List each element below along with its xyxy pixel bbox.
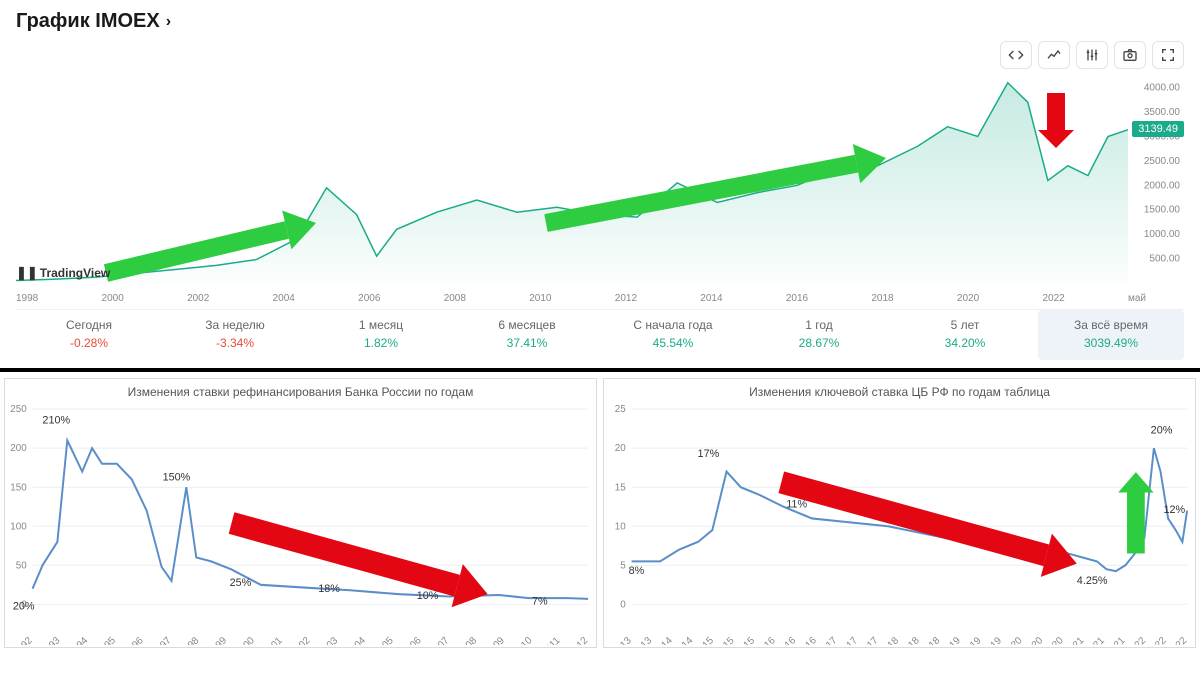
svg-text:2500.00: 2500.00 bbox=[1144, 156, 1181, 167]
svg-text:50: 50 bbox=[16, 560, 27, 571]
code-button[interactable] bbox=[1000, 41, 1032, 69]
svg-text:01.01.1992: 01.01.1992 bbox=[5, 635, 35, 645]
camera-button[interactable] bbox=[1114, 41, 1146, 69]
fullscreen-button[interactable] bbox=[1152, 41, 1184, 69]
svg-text:500.00: 500.00 bbox=[1149, 254, 1180, 265]
period-label: 5 лет bbox=[896, 318, 1034, 332]
period-Сегодня[interactable]: Сегодня -0.28% bbox=[16, 310, 162, 360]
svg-text:4.25%: 4.25% bbox=[1077, 575, 1108, 587]
svg-text:май: май bbox=[1128, 293, 1146, 303]
period-За неделю[interactable]: За неделю -3.34% bbox=[162, 310, 308, 360]
page-title-row[interactable]: График IMOEX › bbox=[16, 10, 1184, 33]
svg-text:7%: 7% bbox=[532, 595, 548, 607]
svg-text:10%: 10% bbox=[417, 590, 439, 602]
period-selector: Сегодня -0.28% За неделю -3.34% 1 месяц 1.82%… bbox=[16, 309, 1184, 360]
period-value: 45.54% bbox=[653, 336, 694, 350]
svg-text:210%: 210% bbox=[42, 414, 70, 426]
svg-text:15: 15 bbox=[615, 482, 626, 493]
svg-text:200: 200 bbox=[10, 443, 27, 454]
indicators-button[interactable] bbox=[1076, 41, 1108, 69]
svg-text:1998: 1998 bbox=[16, 293, 39, 303]
svg-text:25: 25 bbox=[615, 404, 626, 415]
chart-type-button[interactable] bbox=[1038, 41, 1070, 69]
tradingview-logo: ❚❚TradingView bbox=[16, 265, 110, 281]
svg-text:1500.00: 1500.00 bbox=[1144, 205, 1181, 216]
bottom-charts-row: Изменения ставки рефинансирования Банка … bbox=[0, 372, 1200, 654]
period-label: 1 месяц bbox=[312, 318, 450, 332]
svg-text:20%: 20% bbox=[1151, 424, 1173, 436]
svg-text:2016: 2016 bbox=[786, 293, 809, 303]
svg-text:150: 150 bbox=[10, 482, 27, 493]
period-С начала года[interactable]: С начала года 45.54% bbox=[600, 310, 746, 360]
svg-text:100: 100 bbox=[10, 521, 27, 532]
main-chart-container[interactable]: 500.001000.001500.002000.002500.003000.0… bbox=[16, 73, 1184, 303]
refinancing-rate-chart: Изменения ставки рефинансирования Банка … bbox=[4, 378, 597, 648]
svg-text:2020: 2020 bbox=[957, 293, 980, 303]
page-title: График IMOEX bbox=[16, 10, 160, 33]
period-label: 6 месяцев bbox=[458, 318, 596, 332]
period-value: 28.67% bbox=[799, 336, 840, 350]
period-1 месяц[interactable]: 1 месяц 1.82% bbox=[308, 310, 454, 360]
period-value: 34.20% bbox=[945, 336, 986, 350]
svg-text:5: 5 bbox=[620, 560, 626, 571]
svg-text:25%: 25% bbox=[230, 577, 252, 589]
svg-text:2000.00: 2000.00 bbox=[1144, 180, 1181, 191]
period-1 год[interactable]: 1 год 28.67% bbox=[746, 310, 892, 360]
period-label: За всё время bbox=[1042, 318, 1180, 332]
current-price-badge: 3139.49 bbox=[1132, 121, 1184, 137]
left-chart-svg: 05010015020025001.01.199201.01.199301.01… bbox=[5, 401, 596, 645]
period-value: -3.34% bbox=[216, 336, 254, 350]
svg-text:2008: 2008 bbox=[444, 293, 467, 303]
period-5 лет[interactable]: 5 лет 34.20% bbox=[892, 310, 1038, 360]
right-chart-svg: 051015202501.09.201301.12.201301.06.2014… bbox=[604, 401, 1195, 645]
period-value: -0.28% bbox=[70, 336, 108, 350]
svg-text:2014: 2014 bbox=[700, 293, 723, 303]
svg-text:0: 0 bbox=[620, 599, 626, 610]
period-value: 1.82% bbox=[364, 336, 398, 350]
svg-text:20: 20 bbox=[615, 443, 626, 454]
period-label: 1 год bbox=[750, 318, 888, 332]
svg-text:2010: 2010 bbox=[529, 293, 552, 303]
svg-text:20%: 20% bbox=[13, 600, 35, 612]
chart-title: Изменения ключевой ставка ЦБ РФ по годам… bbox=[604, 379, 1195, 401]
period-label: С начала года bbox=[604, 318, 742, 332]
svg-text:2006: 2006 bbox=[358, 293, 381, 303]
svg-text:17%: 17% bbox=[698, 448, 720, 460]
period-6 месяцев[interactable]: 6 месяцев 37.41% bbox=[454, 310, 600, 360]
chevron-right-icon: › bbox=[166, 13, 171, 31]
chart-title: Изменения ставки рефинансирования Банка … bbox=[5, 379, 596, 401]
period-value: 37.41% bbox=[507, 336, 548, 350]
key-rate-chart: Изменения ключевой ставка ЦБ РФ по годам… bbox=[603, 378, 1196, 648]
svg-text:2012: 2012 bbox=[615, 293, 638, 303]
period-label: За неделю bbox=[166, 318, 304, 332]
svg-text:250: 250 bbox=[10, 404, 27, 415]
period-label: Сегодня bbox=[20, 318, 158, 332]
svg-text:2000: 2000 bbox=[102, 293, 125, 303]
svg-text:11%: 11% bbox=[786, 499, 807, 511]
svg-text:150%: 150% bbox=[163, 471, 191, 483]
main-chart-svg: 500.001000.001500.002000.002500.003000.0… bbox=[16, 73, 1184, 303]
period-value: 3039.49% bbox=[1084, 336, 1138, 350]
svg-text:10: 10 bbox=[615, 521, 626, 532]
period-За всё время[interactable]: За всё время 3039.49% bbox=[1038, 310, 1184, 360]
svg-text:4000.00: 4000.00 bbox=[1144, 83, 1181, 94]
svg-text:01.09.2013: 01.09.2013 bbox=[604, 635, 634, 645]
svg-text:2004: 2004 bbox=[273, 293, 296, 303]
svg-text:8%: 8% bbox=[629, 565, 645, 577]
svg-text:2022: 2022 bbox=[1042, 293, 1065, 303]
chart-toolbar bbox=[16, 41, 1184, 69]
svg-text:2002: 2002 bbox=[187, 293, 210, 303]
svg-text:12%: 12% bbox=[1163, 504, 1185, 516]
svg-text:3500.00: 3500.00 bbox=[1144, 107, 1181, 118]
svg-text:1000.00: 1000.00 bbox=[1144, 229, 1181, 240]
top-section: График IMOEX › 500.00 1000.00 1500.00 2000.… bbox=[0, 0, 1200, 360]
svg-text:18%: 18% bbox=[318, 583, 340, 595]
svg-text:2018: 2018 bbox=[871, 293, 894, 303]
